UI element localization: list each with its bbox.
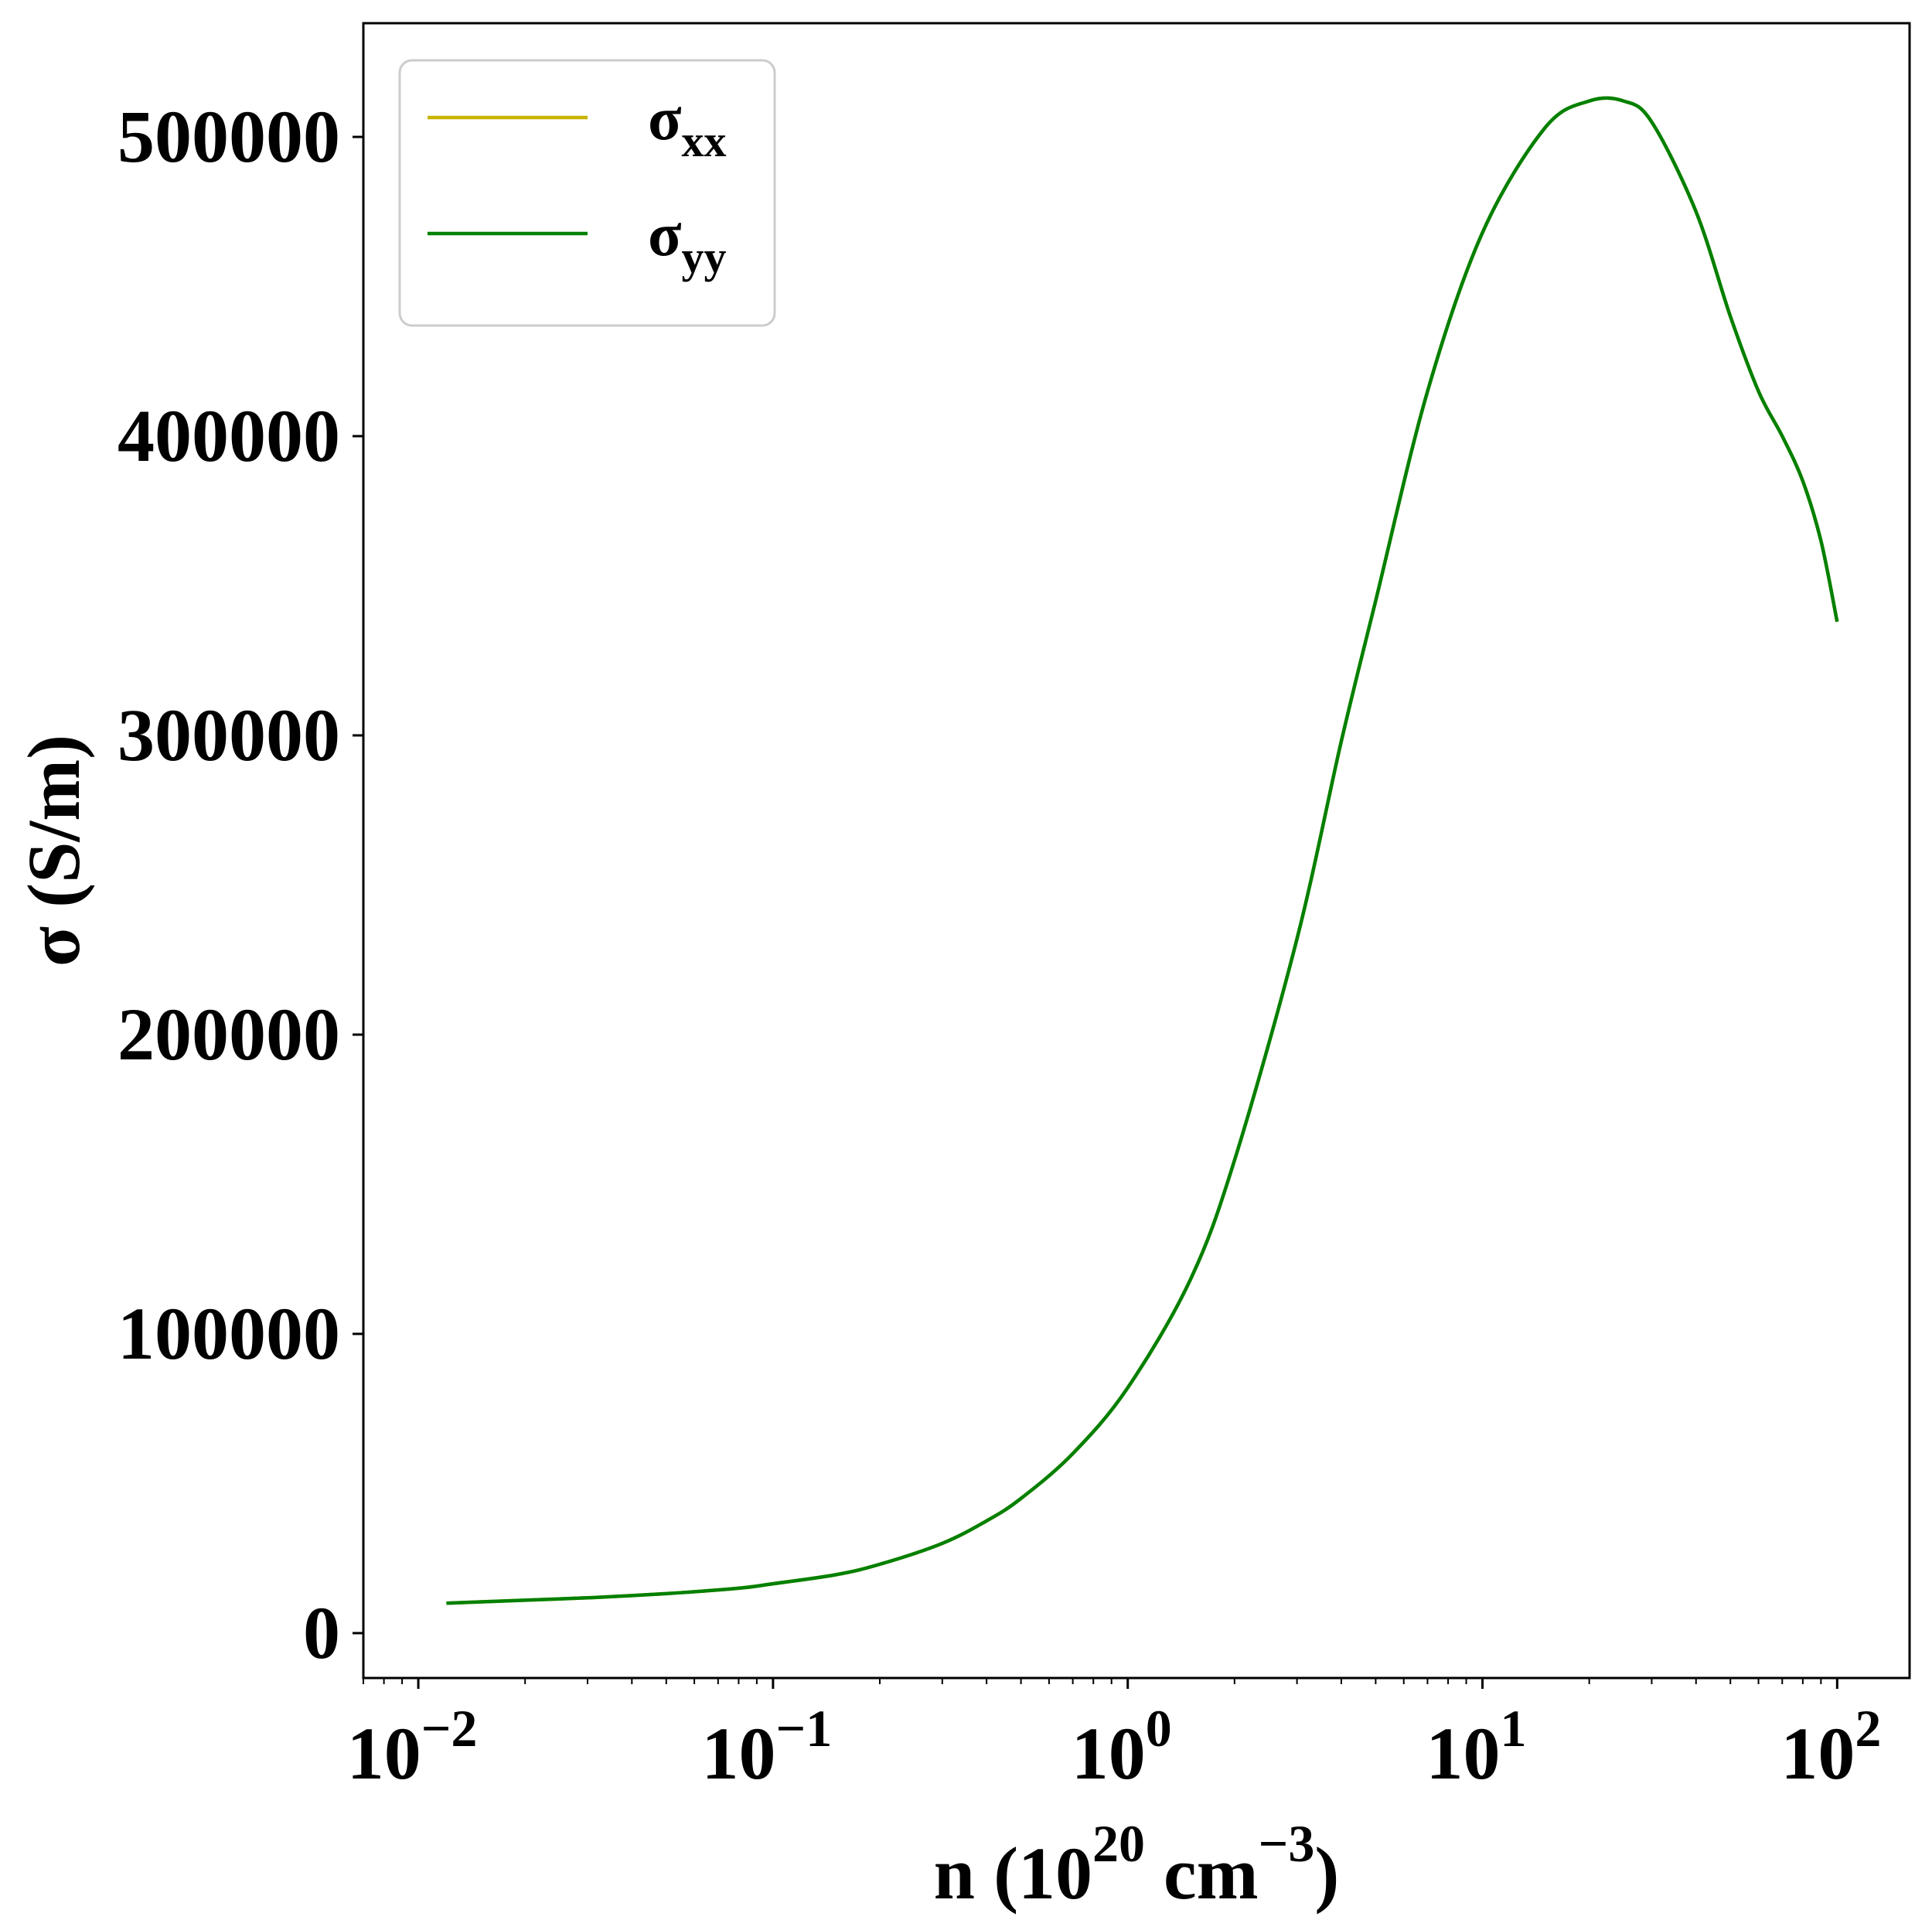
x-tick-label-exponent: 1 <box>1501 1699 1527 1758</box>
x-tick-label: 10−2 <box>347 1699 478 1795</box>
x-tick-label-base: 10 <box>1426 1712 1501 1795</box>
y-tick-label: 300000 <box>118 694 340 776</box>
legend-frame <box>398 59 776 327</box>
legend-label-subscript: yy <box>682 232 727 282</box>
x-axis-label-unit-exponent: −3 <box>1259 1814 1315 1873</box>
legend-label: σxx <box>648 85 727 166</box>
legend-label-base: σ <box>648 201 682 269</box>
x-tick-label-exponent: −2 <box>421 1699 478 1758</box>
x-axis-label-end: ) <box>1314 1832 1339 1915</box>
x-tick-label-exponent: −1 <box>776 1699 833 1758</box>
y-axis-label: σ (S/m) <box>12 735 95 967</box>
plot-frame <box>362 22 1911 1680</box>
x-tick-label: 10−1 <box>702 1699 833 1795</box>
x-tick-label-base: 10 <box>347 1712 421 1795</box>
series-layer <box>446 96 1839 1605</box>
y-tick-label: 200000 <box>118 993 340 1076</box>
series-line-sigma-yy <box>446 96 1839 1605</box>
x-tick-label-exponent: 2 <box>1855 1699 1881 1758</box>
x-axis-label-base: n (10 <box>934 1832 1092 1915</box>
x-tick-label: 101 <box>1426 1699 1527 1795</box>
x-tick-label: 102 <box>1780 1699 1881 1795</box>
x-tick-label-base: 10 <box>1072 1712 1146 1795</box>
x-tick-label: 100 <box>1072 1699 1172 1795</box>
legend-label-subscript: xx <box>682 116 727 166</box>
x-tick-label-base: 10 <box>702 1712 776 1795</box>
y-tick-label: 0 <box>303 1591 340 1674</box>
x-axis-label-exponent: 20 <box>1092 1814 1145 1873</box>
legend-label-base: σ <box>648 85 682 153</box>
y-tick-label: 100000 <box>118 1292 340 1375</box>
x-axis-label: n (1020 cm−3) <box>934 1814 1340 1915</box>
x-tick-label-exponent: 0 <box>1146 1699 1172 1758</box>
y-tick-label: 400000 <box>118 394 340 477</box>
x-tick-label-base: 10 <box>1780 1712 1855 1795</box>
x-axis-label-unit: cm <box>1145 1832 1259 1915</box>
y-tick-label: 500000 <box>118 95 340 178</box>
legend-label: σyy <box>648 201 727 282</box>
